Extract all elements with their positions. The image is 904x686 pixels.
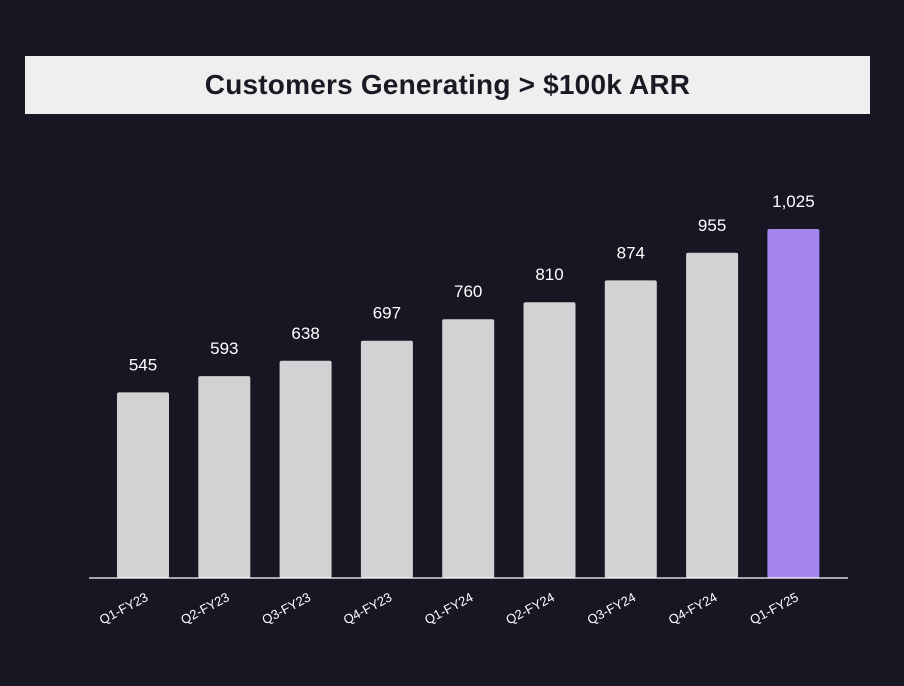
category-label: Q3-FY23 bbox=[259, 589, 313, 627]
value-label: 1,025 bbox=[772, 192, 815, 211]
category-label: Q4-FY23 bbox=[341, 589, 395, 627]
category-label: Q2-FY23 bbox=[178, 589, 232, 627]
chart-title: Customers Generating > $100k ARR bbox=[204, 69, 691, 100]
value-labels-group: 545 593 638 697 760 810 874 955 1,025 bbox=[129, 192, 815, 374]
bar-q2-fy24 bbox=[523, 302, 576, 578]
category-label: Q4-FY24 bbox=[666, 589, 720, 627]
value-label: 874 bbox=[617, 243, 645, 262]
bar-q3-fy24 bbox=[604, 280, 657, 578]
bar-q1-fy23 bbox=[117, 392, 169, 578]
value-label: 638 bbox=[291, 324, 319, 343]
category-label: Q2-FY24 bbox=[503, 589, 557, 627]
bar-q4-fy23 bbox=[360, 340, 413, 578]
value-label: 955 bbox=[698, 216, 726, 235]
category-labels-group: Q1-FY23 Q2-FY23 Q3-FY23 Q4-FY23 Q1-FY24 Q2-FY… bbox=[97, 589, 801, 627]
category-label: Q1-FY23 bbox=[97, 589, 151, 627]
value-label: 697 bbox=[373, 304, 401, 323]
bar-q4-fy24 bbox=[686, 252, 739, 579]
bar-q3-fy23 bbox=[279, 360, 332, 578]
value-label: 545 bbox=[129, 355, 157, 374]
category-label: Q3-FY24 bbox=[585, 589, 639, 627]
category-label: Q1-FY24 bbox=[422, 589, 476, 627]
value-label: 593 bbox=[210, 339, 238, 358]
bar-q2-fy23 bbox=[198, 376, 251, 578]
bar-q1-fy25 bbox=[767, 229, 820, 578]
value-label: 760 bbox=[454, 282, 482, 301]
category-label: Q1-FY25 bbox=[747, 589, 801, 627]
bars-group bbox=[117, 229, 820, 579]
value-label: 810 bbox=[535, 265, 563, 284]
title-band: Customers Generating > $100k ARR bbox=[25, 56, 870, 114]
bar-q1-fy24 bbox=[442, 319, 495, 578]
